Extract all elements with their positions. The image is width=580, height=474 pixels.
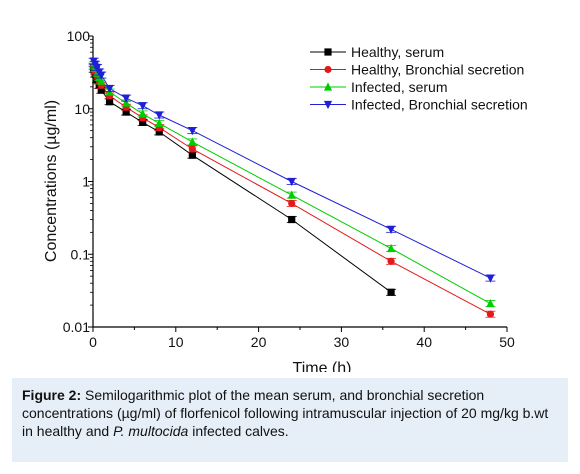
data-point (122, 94, 131, 103)
data-point (287, 177, 296, 187)
y-tick-label: 10 (74, 101, 90, 117)
legend-marker (324, 48, 332, 56)
x-tick-label: 40 (416, 334, 432, 350)
data-point (486, 298, 495, 308)
caption-italic: P. multocida (113, 423, 189, 439)
data-point (386, 225, 396, 234)
data-point (288, 199, 296, 207)
x-tick-label: 20 (251, 334, 267, 350)
data-point (105, 98, 114, 106)
legend-marker (324, 65, 332, 74)
legend-marker (323, 100, 333, 110)
data-point (138, 102, 147, 111)
x-tick-label: 50 (499, 334, 515, 350)
legend-label: Healthy, serum (351, 44, 444, 60)
data-point (188, 145, 196, 153)
y-tick-label: 100 (67, 28, 91, 44)
data-point (138, 109, 147, 118)
legend-label: Healthy, Bronchial secretion (351, 62, 524, 78)
data-point (139, 118, 147, 126)
legend-marker (323, 82, 333, 91)
caption-text-1: Semilogarithmic plot of the mean serum, … (22, 387, 549, 439)
y-tick-label: 0.01 (63, 319, 90, 335)
y-tick-label: 1 (82, 174, 90, 190)
legend-label: Infected, serum (351, 79, 448, 95)
data-point (386, 243, 396, 253)
data-point (188, 127, 197, 136)
data-point (387, 257, 395, 265)
data-point (97, 71, 106, 80)
data-point (486, 310, 495, 318)
data-point (287, 190, 296, 199)
y-axis-label: Concentrations (µg/ml) (43, 100, 60, 262)
data-point (387, 288, 395, 296)
data-point (155, 118, 164, 127)
legend-label: Infected, Bronchial secretion (351, 97, 528, 113)
data-point (188, 137, 197, 146)
x-tick-label: 30 (334, 334, 350, 350)
data-point (155, 111, 164, 120)
data-point (105, 84, 114, 94)
data-point (122, 108, 130, 116)
series-markers (88, 57, 496, 318)
data-point (93, 63, 102, 73)
x-tick-label: 10 (168, 334, 184, 350)
data-point (486, 274, 495, 283)
chart-axes: 0 10 20 30 40 50 0.01 0.1 1 10 100 (63, 28, 515, 350)
data-point (188, 151, 196, 159)
data-point (97, 76, 106, 85)
caption-text-2: infected calves. (188, 423, 289, 439)
data-point (288, 215, 296, 224)
legend: Healthy, serum Healthy, Bronchial secreti… (310, 44, 528, 113)
x-axis-label: Time (h) (293, 360, 352, 372)
data-point (155, 128, 163, 136)
figure-caption: Figure 2: Semilogarithmic plot of the me… (12, 378, 568, 462)
y-tick-label: 0.1 (71, 246, 91, 262)
data-point (97, 86, 105, 94)
x-tick-label: 0 (89, 334, 97, 350)
caption-label: Figure 2: (22, 387, 82, 403)
